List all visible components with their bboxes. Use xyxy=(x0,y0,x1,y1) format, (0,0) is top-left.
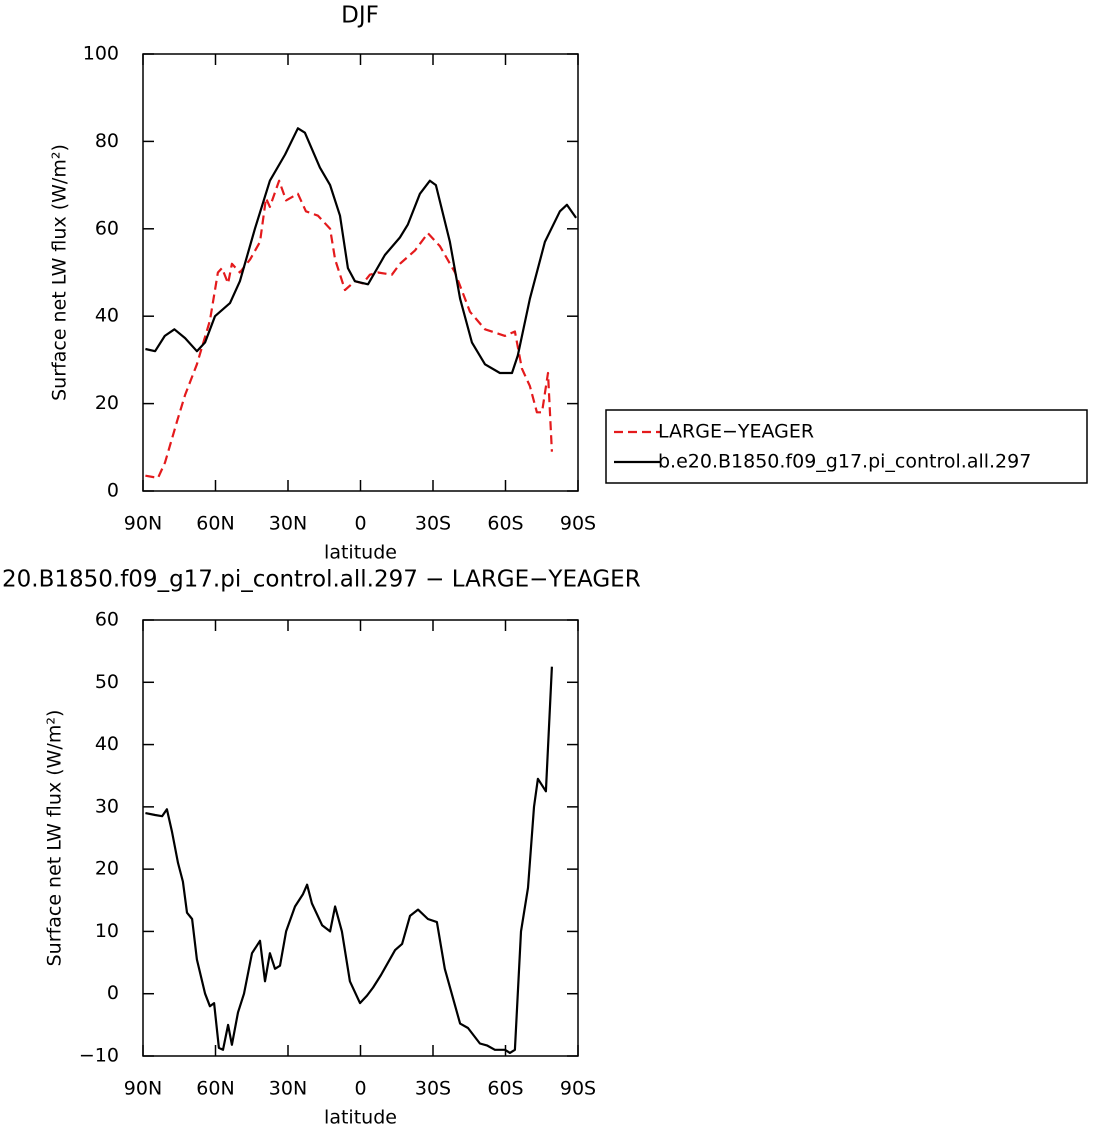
x-tick-label: 0 xyxy=(354,1078,366,1100)
y-tick-label: 20 xyxy=(95,858,119,880)
x-tick-label: 90N xyxy=(124,513,162,535)
x-tick-label: 60N xyxy=(196,1078,234,1100)
y-tick-label: 80 xyxy=(95,130,119,152)
y-tick-label: 30 xyxy=(95,795,119,817)
x-tick-label: 90N xyxy=(124,1078,162,1100)
x-axis-label: latitude xyxy=(324,542,397,564)
x-tick-label: 30N xyxy=(269,513,307,535)
y-tick-label: 0 xyxy=(107,982,119,1004)
y-axis-label: Surface net LW flux (W/m²) xyxy=(49,144,71,401)
y-tick-label: 0 xyxy=(107,480,119,502)
x-tick-label: 60N xyxy=(196,513,234,535)
legend-label: LARGE−YEAGER xyxy=(658,421,814,443)
data-line xyxy=(145,127,578,375)
y-tick-label: 40 xyxy=(95,305,119,327)
x-tick-label: 30S xyxy=(415,513,451,535)
y-tick-label: −10 xyxy=(79,1045,119,1067)
y-tick-label: 10 xyxy=(95,920,119,942)
plot-frame xyxy=(142,53,579,492)
y-tick-label: 60 xyxy=(95,217,119,239)
x-tick-label: 90S xyxy=(560,513,596,535)
x-tick-label: 60S xyxy=(487,513,523,535)
y-tick-label: 50 xyxy=(95,671,119,693)
legend-label: b.e20.B1850.f09_g17.pi_control.all.297 xyxy=(658,451,1031,473)
chart-title: 20.B1850.f09_g17.pi_control.all.297 − LA… xyxy=(2,567,641,593)
legend-frame xyxy=(605,409,1088,484)
x-tick-label: 90S xyxy=(560,1078,596,1100)
y-axis-label: Surface net LW flux (W/m²) xyxy=(44,710,66,967)
y-tick-label: 100 xyxy=(83,43,119,65)
y-tick-label: 40 xyxy=(95,733,119,755)
plot-frame xyxy=(142,619,579,1057)
x-tick-label: 30S xyxy=(415,1078,451,1100)
chart-title: DJF xyxy=(341,3,379,29)
data-line xyxy=(145,666,553,1054)
y-tick-label: 60 xyxy=(95,609,119,631)
x-tick-label: 30N xyxy=(269,1078,307,1100)
data-line xyxy=(145,179,553,479)
x-tick-label: 0 xyxy=(354,513,366,535)
y-tick-label: 20 xyxy=(95,392,119,414)
x-tick-label: 60S xyxy=(487,1078,523,1100)
x-axis-label: latitude xyxy=(324,1107,397,1129)
